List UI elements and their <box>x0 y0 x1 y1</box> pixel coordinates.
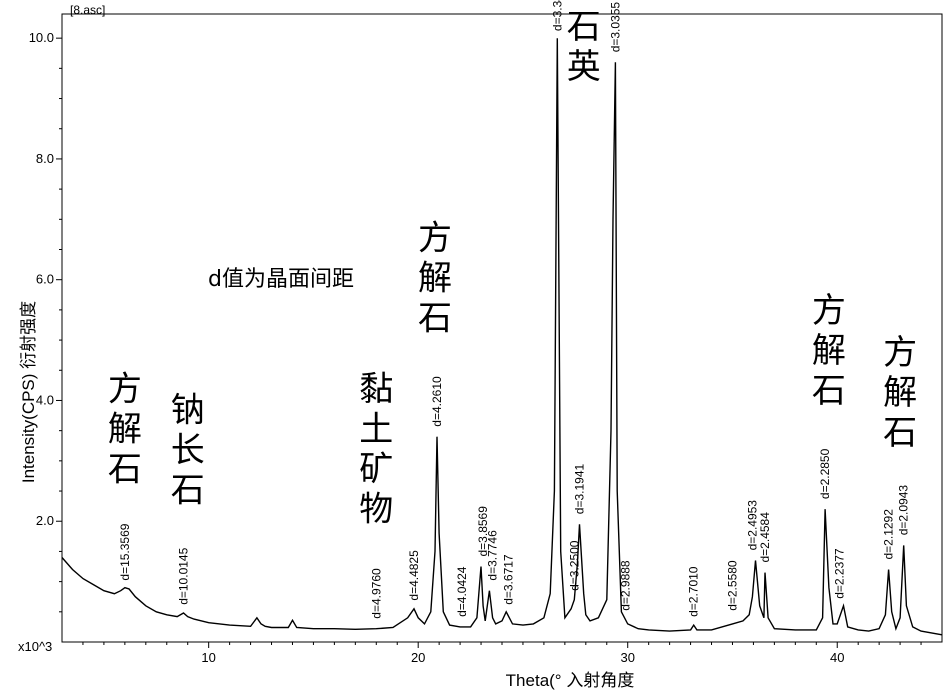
mineral-annotation: 石英 <box>567 7 601 87</box>
d-spacing-label: d=3.7746 <box>486 530 500 581</box>
d-spacing-label: d=4.0424 <box>455 566 469 617</box>
d-spacing-labels: d=15.3569 d=10.0145 d=4.9760 d=4.4825 d=4.26… <box>118 0 911 619</box>
mineral-annotation-char: 解 <box>108 409 142 449</box>
d-spacing-label: d=2.7010 <box>687 566 701 617</box>
y-tick-label: 4.0 <box>36 392 54 407</box>
y-tick-label: 10.0 <box>29 30 54 45</box>
plot-frame <box>61 13 943 643</box>
y-multiplier-label: x10^3 <box>18 639 52 654</box>
x-tick-label: 20 <box>411 650 425 665</box>
d-spacing-label: d=2.2377 <box>832 548 846 599</box>
mineral-annotation-char: 方 <box>883 333 917 373</box>
mineral-annotation-char: 方 <box>418 219 452 259</box>
d-spacing-label: d=15.3569 <box>118 523 132 580</box>
mineral-annotation-char: 英 <box>567 47 601 87</box>
mineral-annotation-char: 石 <box>812 371 846 411</box>
x-axis-label: Theta(° 入射角度 <box>506 671 635 690</box>
d-spacing-label: d=3.1941 <box>573 463 587 514</box>
mineral-annotation-char: 石 <box>567 7 601 47</box>
mineral-annotation-char: 方 <box>108 369 142 409</box>
mineral-annotation: 方解石 <box>883 333 917 453</box>
xrd-trace-line <box>61 38 943 636</box>
mineral-annotation-char: 土 <box>359 409 393 449</box>
mineral-annotation-char: 石 <box>171 471 205 511</box>
d-spacing-label: d=2.1292 <box>882 509 896 560</box>
mineral-annotation-char: 矿 <box>359 449 393 489</box>
mineral-annotation: 钠长石 <box>171 391 205 511</box>
mineral-annotation-char: 黏 <box>359 369 393 409</box>
d-spacing-label: d=4.9760 <box>369 568 383 619</box>
mineral-annotation-char: 物 <box>359 489 393 529</box>
d-spacing-label: d=3.8569 <box>476 506 490 557</box>
d-spacing-label: d=2.9888 <box>619 560 633 611</box>
d-spacing-label: d=3.2500 <box>567 540 581 591</box>
d-spacing-label: d=2.2850 <box>818 448 832 499</box>
mineral-annotation-char: 石 <box>883 413 917 453</box>
mineral-annotation-char: 解 <box>883 373 917 413</box>
d-spacing-label: d=3.0355 <box>608 2 622 53</box>
mineral-annotation: 方解石 <box>812 291 846 411</box>
y-axis-label: Intensity(CPS) 衍射强度 <box>19 301 38 483</box>
mineral-annotation-char: 石 <box>418 299 452 339</box>
d-spacing-label: d=3.3483 <box>550 0 564 31</box>
d-spacing-label: d=2.4584 <box>758 512 772 563</box>
x-tick-label: 10 <box>201 650 215 665</box>
d-spacing-label: d=2.5580 <box>726 560 740 611</box>
d-spacing-label: d=3.6717 <box>501 554 515 605</box>
d-spacing-label: d=2.0943 <box>897 485 911 536</box>
d-spacing-label: d=2.4953 <box>745 500 759 551</box>
mineral-annotation-char: 解 <box>812 331 846 371</box>
mineral-annotation-char: 解 <box>418 259 452 299</box>
mineral-annotation-char: 长 <box>171 431 205 471</box>
y-tick-label: 8.0 <box>36 151 54 166</box>
d-spacing-label: d=4.2610 <box>430 376 444 427</box>
y-tick-label: 2.0 <box>36 513 54 528</box>
mineral-annotation-char: 石 <box>108 449 142 489</box>
mineral-annotation-char: 钠 <box>171 391 205 431</box>
d-spacing-label: d=4.4825 <box>407 550 421 601</box>
axis-ticks: 10 20 30 40 2.0 4.0 6.0 8.0 10.0 <box>29 30 922 665</box>
mineral-annotation-char: 方 <box>812 291 846 331</box>
y-tick-label: 6.0 <box>36 272 54 287</box>
mineral-annotation: 方解石 <box>108 369 142 489</box>
d-spacing-label: d=10.0145 <box>177 547 191 604</box>
mineral-annotation: 方解石 <box>418 219 452 339</box>
x-tick-label: 30 <box>620 650 634 665</box>
d-spacing-note: d值为晶面间距 <box>208 267 354 292</box>
file-tag: [8.asc] <box>70 3 105 17</box>
x-tick-label: 40 <box>830 650 844 665</box>
